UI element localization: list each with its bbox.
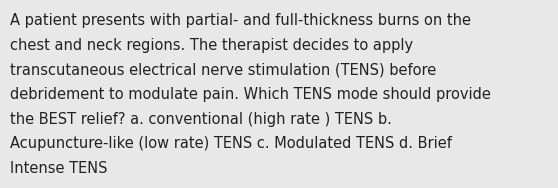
Text: A patient presents with partial- and full-thickness burns on the: A patient presents with partial- and ful… [10, 13, 471, 28]
Text: Intense TENS: Intense TENS [10, 161, 108, 176]
Text: debridement to modulate pain. Which TENS mode should provide: debridement to modulate pain. Which TENS… [10, 87, 491, 102]
Text: transcutaneous electrical nerve stimulation (TENS) before: transcutaneous electrical nerve stimulat… [10, 62, 436, 77]
Text: the BEST relief? a. conventional (high rate ) TENS b.: the BEST relief? a. conventional (high r… [10, 112, 392, 127]
Text: Acupuncture-like (low rate) TENS c. Modulated TENS d. Brief: Acupuncture-like (low rate) TENS c. Modu… [10, 136, 452, 151]
Text: chest and neck regions. The therapist decides to apply: chest and neck regions. The therapist de… [10, 38, 413, 53]
